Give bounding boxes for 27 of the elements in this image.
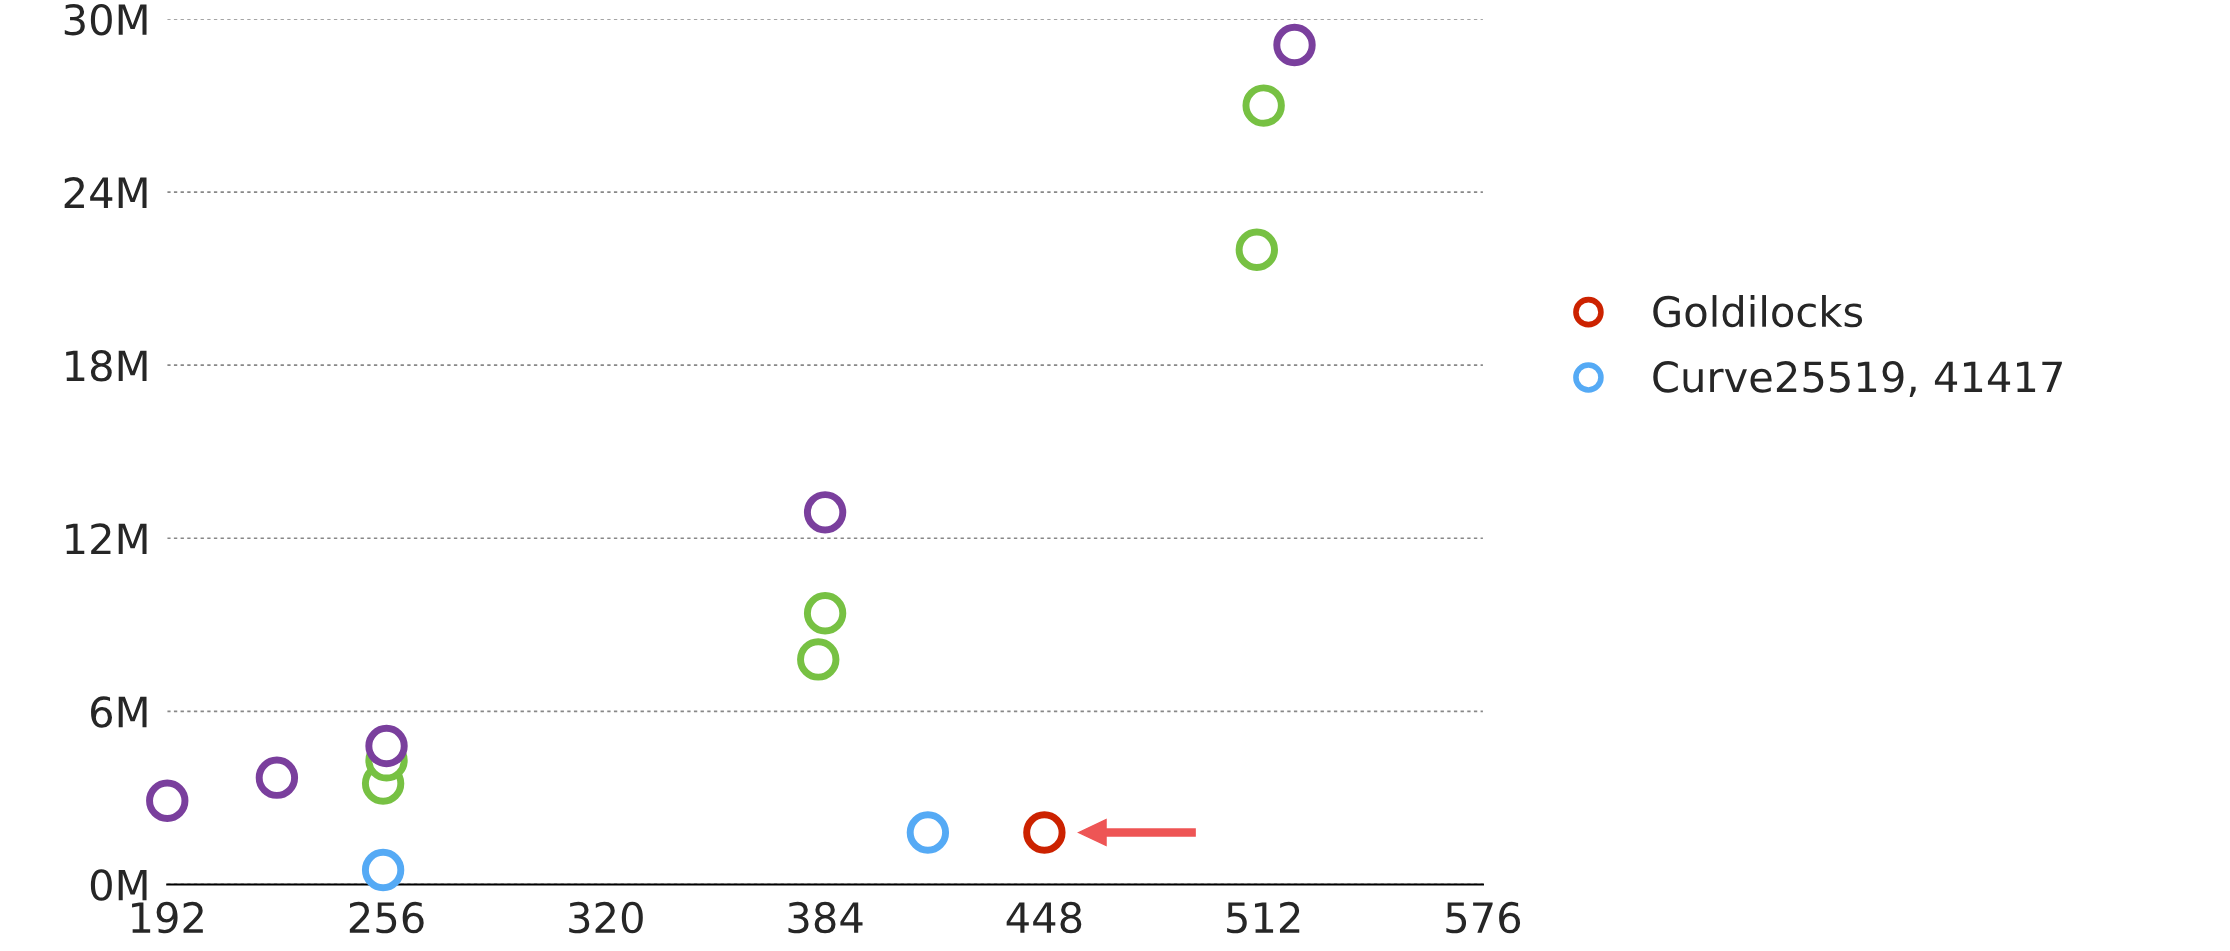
- point: [803, 491, 847, 534]
- y-tick-label: 12M: [66, 523, 147, 555]
- point: [1235, 228, 1278, 271]
- point: [365, 724, 408, 768]
- legend-label: Goldilocks: [1653, 295, 1863, 328]
- point: [803, 592, 847, 635]
- x-tick-label: 384: [788, 901, 863, 934]
- x-tick-label: 192: [132, 901, 203, 934]
- x-tick-label: 256: [349, 901, 424, 934]
- y-tick-label: 30M: [64, 3, 147, 36]
- x-tick-label: 320: [569, 901, 643, 934]
- point: [1023, 811, 1066, 854]
- point: [361, 848, 405, 892]
- point: [797, 638, 840, 681]
- point: [255, 756, 299, 799]
- x-tick-label: 576: [1446, 901, 1521, 934]
- y-tick-label: 0M: [90, 869, 147, 901]
- y-tick-label: 18M: [66, 350, 147, 382]
- legend-label: Curve25519, 41417: [1653, 361, 2062, 397]
- point: [1273, 23, 1316, 67]
- point: [906, 811, 950, 854]
- y-tick-label: 24M: [64, 177, 147, 208]
- y-tick-label: 6M: [91, 696, 147, 728]
- point: [1242, 84, 1285, 127]
- x-tick-label: 448: [1006, 901, 1082, 934]
- point: [146, 779, 189, 822]
- x-tick-label: 512: [1227, 901, 1300, 934]
